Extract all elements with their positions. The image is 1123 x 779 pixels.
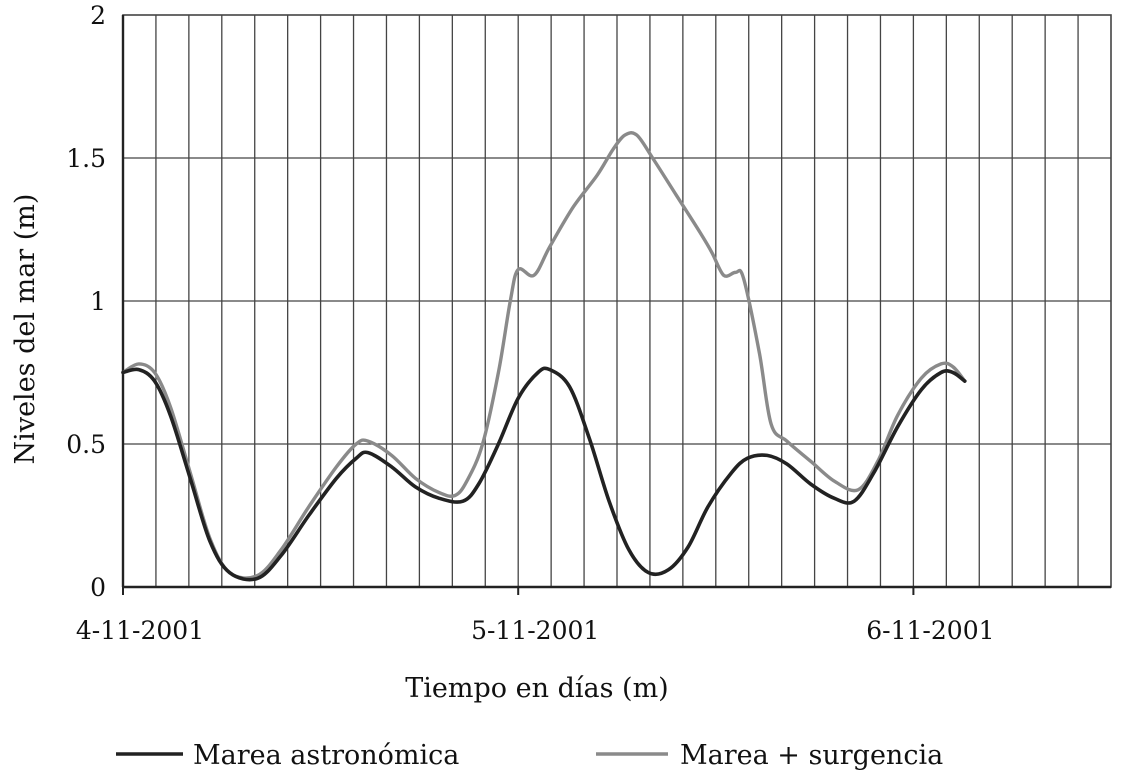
x-tick-label: 5-11-2001 — [471, 616, 599, 645]
y-axis-ticks: 0 0.5 1 1.5 2 — [66, 1, 106, 602]
y-tick-label: 0.5 — [66, 430, 106, 459]
legend-label-marea-surgencia: Marea + surgencia — [680, 740, 943, 771]
x-axis-label: Tiempo en días (m) — [405, 673, 668, 704]
series-line-marea-surgencia — [121, 131, 967, 580]
y-axis-label: Niveles del mar (m) — [10, 194, 41, 465]
y-tick-label: 0 — [90, 573, 106, 602]
legend: Marea astronómica Marea + surgencia — [116, 740, 943, 771]
x-tick-label: 6-11-2001 — [866, 616, 994, 645]
y-tick-label: 2 — [90, 1, 106, 30]
y-tick-label: 1.5 — [66, 144, 106, 173]
y-tick-label: 1 — [90, 287, 106, 316]
series-line-marea-astronomica — [121, 366, 967, 582]
series-lines — [121, 131, 967, 582]
legend-label-marea-astronomica: Marea astronómica — [193, 740, 459, 771]
x-tick-label: 4-11-2001 — [76, 616, 204, 645]
grid — [121, 14, 1112, 589]
x-axis-ticks: 4-11-2001 5-11-2001 6-11-2001 — [76, 587, 995, 645]
